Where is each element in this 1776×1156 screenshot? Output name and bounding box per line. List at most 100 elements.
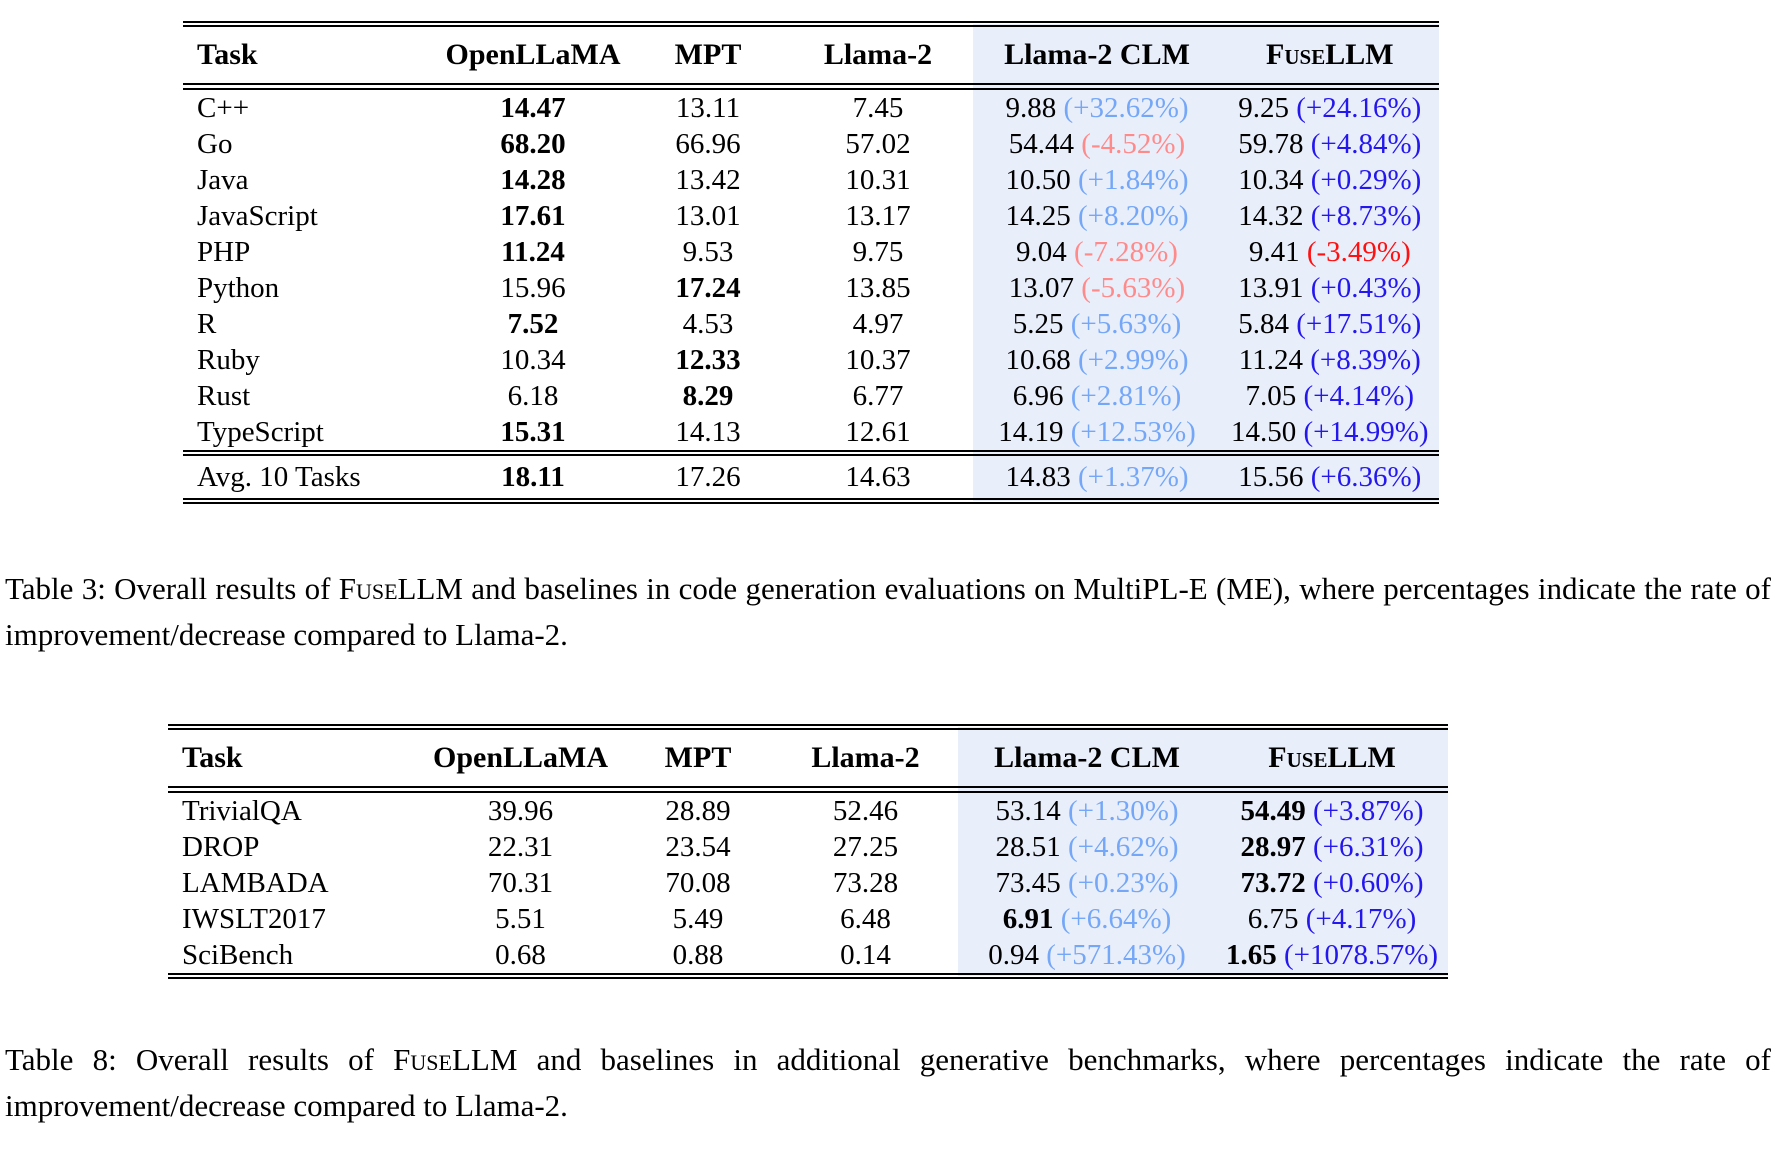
metric-value: 17.61 [500, 199, 566, 232]
metric-value: 10.50 [1005, 163, 1071, 196]
value-cell: 10.68 (+2.99%) [973, 342, 1221, 378]
table8-caption-text-before: Table 8: Overall results of [5, 1042, 394, 1077]
column-header-llama2: Llama-2 [773, 724, 958, 793]
metric-value: 14.47 [500, 91, 566, 124]
value-cell: 9.75 [783, 234, 973, 270]
delta-percent: (+571.43%) [1046, 938, 1186, 971]
task-cell: Rust [197, 379, 251, 412]
delta-percent: (-7.28%) [1074, 235, 1178, 268]
task-cell: IWSLT2017 [182, 902, 326, 935]
metric-value: 70.31 [487, 866, 554, 899]
delta-percent: (+0.29%) [1310, 163, 1422, 196]
task-cell: DROP [182, 830, 260, 863]
metric-value: 5.84 [1238, 307, 1289, 340]
metric-value: 0.88 [672, 938, 724, 971]
metric-value: 4.53 [682, 307, 734, 340]
column-header-task: Task [183, 21, 433, 90]
value-cell: 28.89 [623, 790, 773, 830]
metric-value: 10.68 [1005, 343, 1071, 376]
table-row: LAMBADA 70.31 70.08 73.28 73.45 (+0.23%) 73.7… [168, 865, 1449, 901]
value-cell: 1.65 (+1078.57%) [1216, 937, 1449, 979]
value-cell: 10.34 (+0.29%) [1221, 162, 1439, 198]
value-cell: 13.11 [633, 87, 783, 127]
metric-value: 13.85 [845, 271, 911, 304]
metric-value: 14.13 [675, 415, 741, 448]
value-cell: 14.63 [783, 450, 973, 504]
metric-value: 28.97 [1240, 830, 1306, 863]
metric-value: 39.96 [487, 794, 554, 827]
value-cell: 9.41 (-3.49%) [1221, 234, 1439, 270]
value-cell: 14.19 (+12.53%) [973, 414, 1221, 453]
delta-percent: (-4.52%) [1081, 127, 1186, 160]
delta-percent: (+14.99%) [1303, 415, 1429, 448]
value-cell: 4.97 [783, 306, 973, 342]
value-cell: 7.05 (+4.14%) [1221, 378, 1439, 414]
table-row: Rust 6.18 8.29 6.77 6.96 (+2.81%) 7.05 (+4.14… [183, 378, 1439, 414]
delta-percent: (+6.31%) [1313, 830, 1424, 863]
value-cell: 9.25 (+24.16%) [1221, 86, 1439, 126]
table8-caption: Table 8: Overall results of FuseLLM and … [5, 1037, 1771, 1129]
delta-percent: (+2.99%) [1077, 343, 1189, 376]
metric-value: 14.50 [1231, 415, 1297, 448]
metric-value: 23.54 [665, 830, 731, 863]
value-cell: 11.24 (+8.39%) [1221, 342, 1439, 378]
metric-value: 14.25 [1005, 199, 1071, 232]
metric-value: 5.49 [672, 902, 724, 935]
metric-value: 13.17 [845, 199, 911, 232]
delta-percent: (+8.39%) [1310, 343, 1421, 376]
value-cell: 17.24 [633, 270, 783, 306]
metric-value: 9.88 [1005, 91, 1057, 124]
delta-percent: (+12.53%) [1070, 415, 1196, 448]
value-cell: 6.18 [433, 378, 633, 414]
table-row: DROP 22.31 23.54 27.25 28.51 (+4.62%) 28.97 (… [168, 829, 1449, 865]
value-cell: 10.34 [433, 342, 633, 378]
task-cell: Ruby [197, 343, 260, 376]
metric-value: 14.28 [500, 163, 566, 196]
metric-value: 13.11 [675, 91, 741, 124]
metric-value: 0.94 [988, 938, 1039, 971]
delta-percent: (+1078.57%) [1284, 938, 1439, 971]
value-cell: 13.91 (+0.43%) [1221, 270, 1439, 306]
value-cell: 6.96 (+2.81%) [973, 378, 1221, 414]
metric-value: 13.01 [675, 199, 741, 232]
value-cell: 10.37 [783, 342, 973, 378]
metric-value: 14.19 [998, 415, 1064, 448]
delta-percent: (+4.14%) [1303, 379, 1415, 412]
metric-value: 59.78 [1238, 127, 1304, 160]
value-cell: 54.44 (-4.52%) [973, 126, 1221, 162]
delta-percent: (+5.63%) [1070, 307, 1182, 340]
delta-percent: (+32.62%) [1063, 91, 1189, 124]
column-header-openllama: OpenLLaMA [418, 724, 623, 793]
metric-value: 9.04 [1016, 235, 1067, 268]
task-cell: SciBench [168, 937, 418, 979]
value-cell: 5.84 (+17.51%) [1221, 306, 1439, 342]
table-row: Java 14.28 13.42 10.31 10.50 (+1.84%) 10.34 (… [183, 162, 1439, 198]
delta-percent: (+17.51%) [1296, 307, 1422, 340]
table-row: Ruby 10.34 12.33 10.37 10.68 (+2.99%) 11.24 (… [183, 342, 1439, 378]
metric-value: 12.33 [675, 343, 741, 376]
task-cell: Python [197, 271, 280, 304]
metric-value: 57.02 [845, 127, 911, 160]
table8-body: TrivialQA 39.96 28.89 52.46 53.14 (+1.30%) 54… [168, 789, 1449, 979]
table-row: R 7.52 4.53 4.97 5.25 (+5.63%) 5.84 (+17.51%) [183, 306, 1439, 342]
value-cell: 14.13 [633, 414, 783, 453]
metric-value: 10.34 [1238, 163, 1304, 196]
metric-value: 15.31 [500, 415, 566, 448]
metric-value: 10.31 [845, 163, 911, 196]
metric-value: 14.32 [1238, 199, 1304, 232]
value-cell: 13.17 [783, 198, 973, 234]
metric-value: 5.25 [1012, 307, 1064, 340]
metric-value: 70.08 [665, 866, 731, 899]
delta-percent: (+0.43%) [1310, 271, 1422, 304]
metric-value: 73.72 [1240, 866, 1306, 899]
value-cell: 15.96 [433, 270, 633, 306]
metric-value: 15.96 [500, 271, 566, 304]
metric-value: 27.25 [832, 830, 899, 863]
fusellm-wordmark: FuseLLM [393, 1042, 518, 1077]
delta-percent: (-5.63%) [1081, 271, 1186, 304]
value-cell: 28.97 (+6.31%) [1216, 829, 1449, 865]
value-cell: 14.32 (+8.73%) [1221, 198, 1439, 234]
value-cell: 39.96 [418, 790, 623, 830]
metric-value: 6.77 [852, 379, 904, 412]
